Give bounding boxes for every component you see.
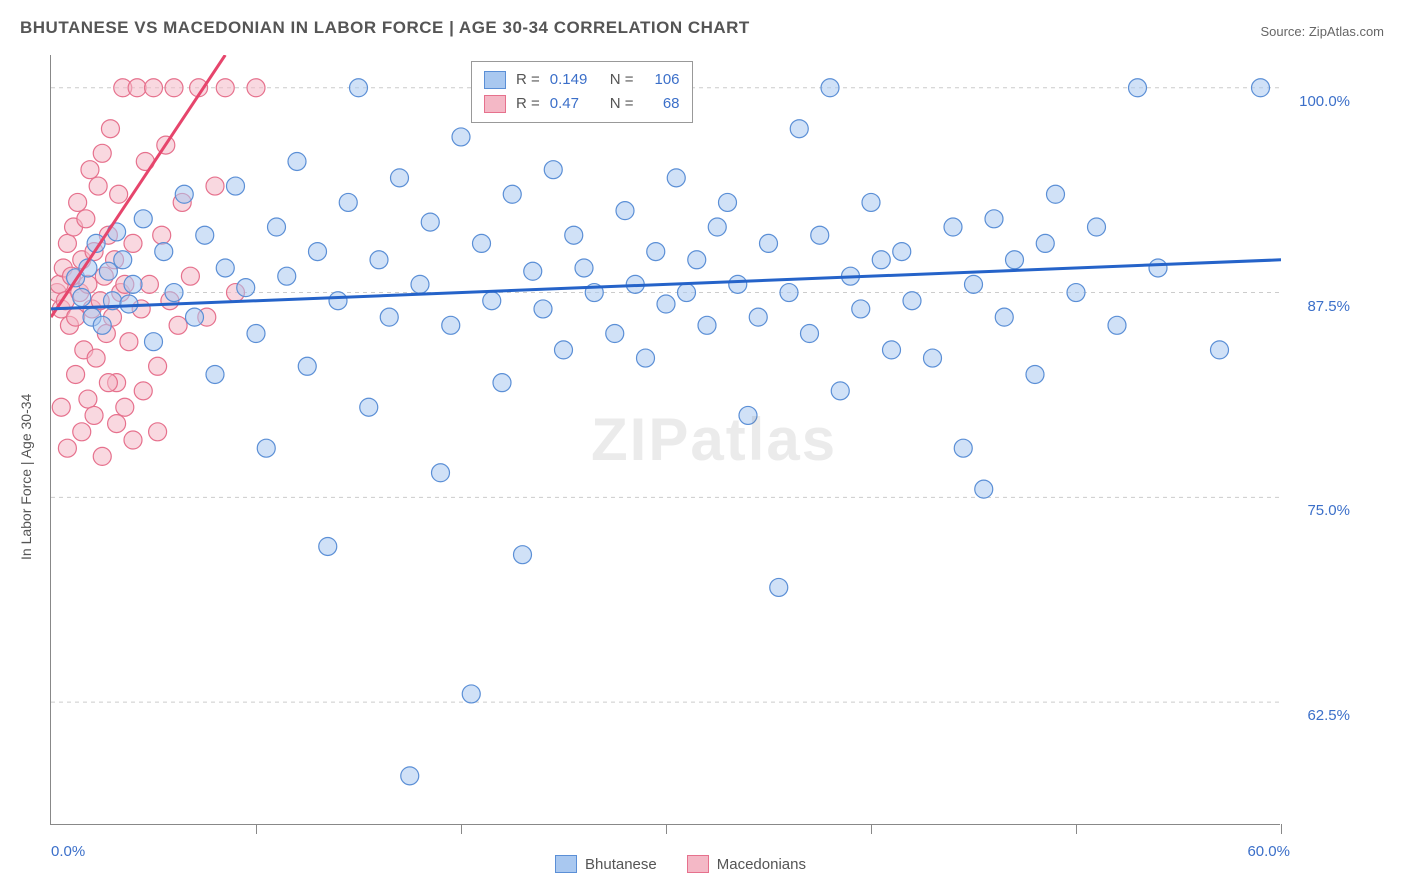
swatch-macedonians-icon [687, 855, 709, 873]
x-tick [666, 824, 667, 834]
x-tick [461, 824, 462, 834]
legend-item-bhutanese: Bhutanese [555, 855, 657, 873]
x-tick [1281, 824, 1282, 834]
swatch-bhutanese-icon [555, 855, 577, 873]
x-tick [871, 824, 872, 834]
y-tick-label: 62.5% [1290, 707, 1350, 724]
x-tick-label-max: 60.0% [1247, 843, 1290, 860]
legend-row-bhutanese: R = 0.149 N = 106 [484, 68, 680, 92]
r-label: R = [516, 68, 540, 92]
x-tick [1076, 824, 1077, 834]
r-value-bhutanese: 0.149 [550, 68, 600, 92]
y-tick-label: 87.5% [1290, 298, 1350, 315]
correlation-legend: R = 0.149 N = 106 R = 0.47 N = 68 [471, 61, 693, 123]
chart-title: BHUTANESE VS MACEDONIAN IN LABOR FORCE |… [20, 18, 750, 38]
legend-row-macedonians: R = 0.47 N = 68 [484, 92, 680, 116]
legend-item-macedonians: Macedonians [687, 855, 806, 873]
series-legend: Bhutanese Macedonians [555, 855, 806, 873]
x-tick [256, 824, 257, 834]
legend-label-bhutanese: Bhutanese [585, 856, 657, 873]
n-value-macedonians: 68 [644, 92, 680, 116]
y-tick-label: 75.0% [1290, 502, 1350, 519]
r-value-macedonians: 0.47 [550, 92, 600, 116]
y-axis-label: In Labor Force | Age 30-34 [18, 394, 34, 560]
plot-area: ZIPatlas R = 0.149 N = 106 R = 0.47 N = … [50, 55, 1280, 825]
n-label: N = [610, 68, 634, 92]
swatch-bhutanese [484, 71, 506, 89]
n-label: N = [610, 92, 634, 116]
scatter-svg [51, 55, 1281, 825]
y-tick-label: 100.0% [1290, 93, 1350, 110]
n-value-bhutanese: 106 [644, 68, 680, 92]
source-label: Source: ZipAtlas.com [1260, 24, 1384, 39]
swatch-macedonians [484, 95, 506, 113]
x-tick-label-min: 0.0% [51, 843, 85, 860]
r-label: R = [516, 92, 540, 116]
legend-label-macedonians: Macedonians [717, 856, 806, 873]
